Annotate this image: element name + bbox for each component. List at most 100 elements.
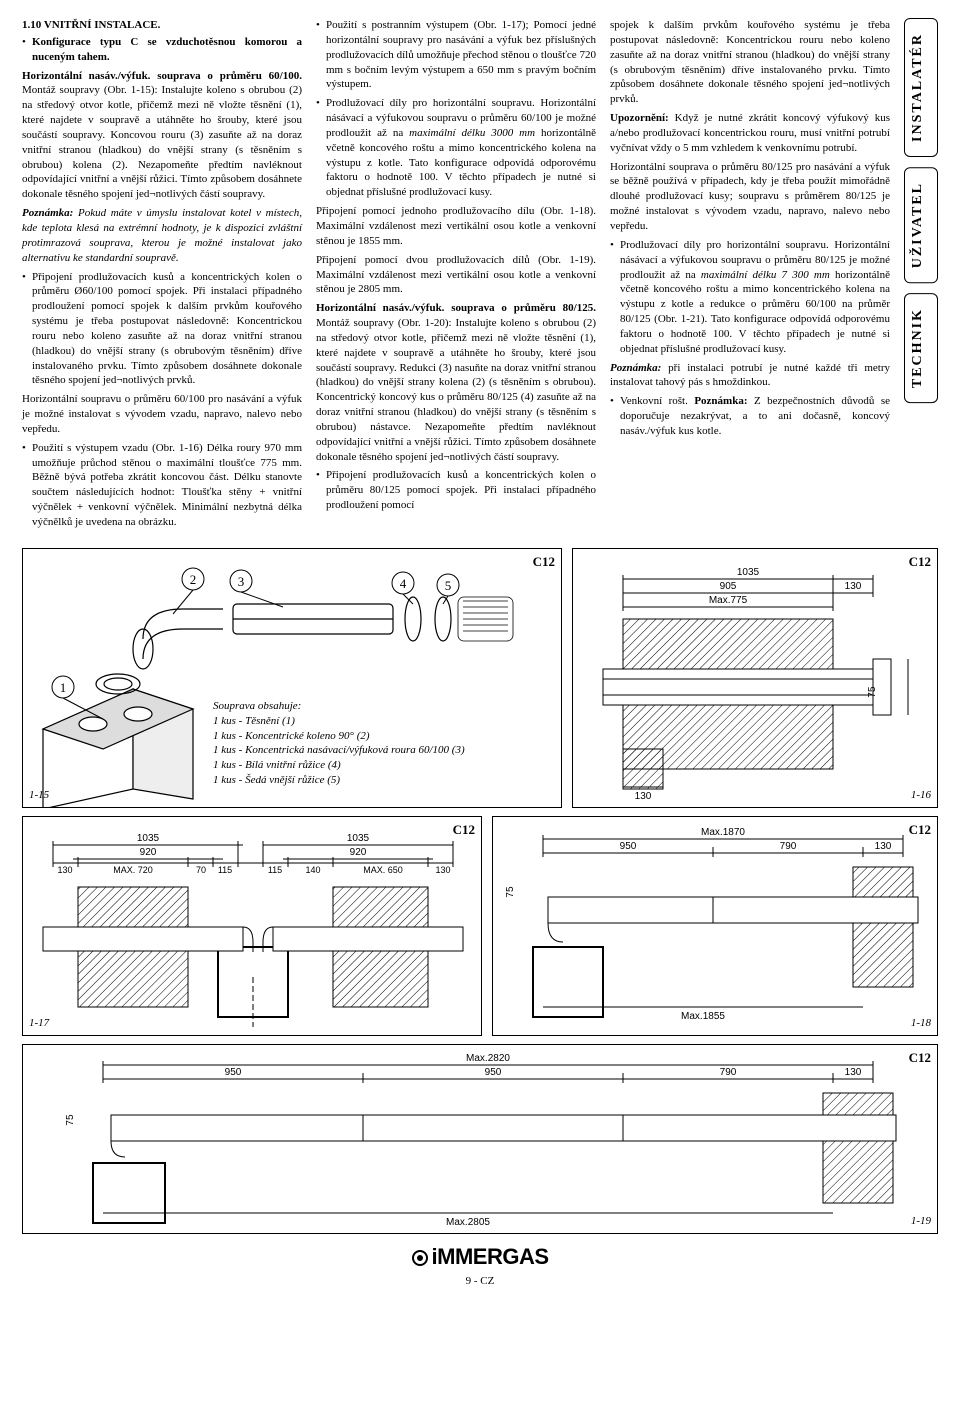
side-tabs: INSTALATÉR UŽIVATEL TECHNIK [904, 18, 938, 534]
label-c12: C12 [909, 1049, 931, 1067]
svg-text:75: 75 [867, 686, 878, 698]
run: horizontálně včetně koncového roštu a mi… [620, 269, 890, 355]
tab-installer: INSTALATÉR [904, 18, 938, 157]
kit-desc: Těsnění (1) [245, 715, 295, 727]
kit-qty: 1 kus - [213, 715, 242, 727]
plan-diagram-icon: 1035 1035 920 920 130 MAX. 720 70 115 11… [23, 817, 482, 1036]
paragraph: Horizontální souprava o průměru 80/125 p… [610, 160, 890, 234]
kit-desc: Koncentrická nasávací/výfuková roura 60/… [245, 744, 465, 756]
svg-text:1035: 1035 [737, 567, 760, 578]
svg-text:920: 920 [140, 847, 157, 858]
figure-1-19: C12 1-19 Max.2820 950 950 790 130 75 [22, 1044, 938, 1234]
svg-text:1: 1 [60, 680, 67, 695]
kit-row: 1 kus - Koncentrická nasávací/výfuková r… [213, 743, 553, 758]
kit-qty: 1 kus - [213, 774, 242, 786]
label-c12: C12 [453, 821, 475, 839]
brand-logo: iMMERGAS [22, 1242, 938, 1272]
kit-desc: Šedá vnější růžice (5) [245, 774, 340, 786]
bullet: Prodlužovací díly pro horizontální soupr… [610, 238, 890, 357]
bullet-text: Připojení prodlužovacích kusů a koncentr… [326, 469, 596, 511]
kit-qty: 1 kus - [213, 744, 242, 756]
double-extension-diagram-icon: Max.2820 950 950 790 130 75 [23, 1045, 938, 1234]
paragraph: Horizontální soupravu o průměru 60/100 p… [22, 392, 302, 437]
svg-text:115: 115 [268, 865, 282, 875]
paragraph: Horizontální nasáv./výfuk. souprava o pr… [316, 301, 596, 464]
label-c12: C12 [909, 821, 931, 839]
svg-text:130: 130 [57, 865, 72, 875]
extension-diagram-icon: Max.1870 950 790 130 75 Max.1855 [493, 817, 938, 1036]
svg-text:920: 920 [350, 847, 367, 858]
section-diagram-icon: 1035 905 130 Max.775 130 75 [573, 549, 938, 808]
page-footer: iMMERGAS 9 - CZ [22, 1242, 938, 1289]
bullet: Venkovní rošt. Poznámka: Z bezpečnostníc… [610, 394, 890, 439]
svg-text:Max.1870: Max.1870 [701, 827, 745, 838]
kit-row: 1 kus - Koncentrické koleno 90° (2) [213, 729, 553, 744]
tab-technician: TECHNIK [904, 293, 938, 403]
tab-user: UŽIVATEL [904, 167, 938, 283]
section-number: 1.10 [22, 19, 41, 31]
svg-text:140: 140 [305, 865, 320, 875]
svg-text:MAX. 720: MAX. 720 [113, 865, 153, 875]
kit-desc: Koncentrické koleno 90° (2) [245, 730, 369, 742]
kit-title: Souprava obsahuje: [213, 699, 553, 714]
figure-number: 1-19 [911, 1214, 931, 1229]
figure-1-18: C12 1-18 Max.1870 950 790 130 75 [492, 816, 938, 1036]
paragraph: Připojení pomocí jednoho prodlužovacího … [316, 204, 596, 249]
brand-mark-icon [412, 1250, 428, 1266]
run-bold: Upozornění: [610, 112, 669, 124]
svg-text:70: 70 [196, 865, 206, 875]
svg-text:Max.2805: Max.2805 [446, 1217, 490, 1228]
svg-text:4: 4 [400, 576, 407, 591]
bullet-text: Použití s výstupem vzadu (Obr. 1-16) Dél… [32, 442, 302, 528]
svg-text:950: 950 [485, 1067, 502, 1078]
svg-text:950: 950 [225, 1067, 242, 1078]
section-title-text: VNITŘNÍ INSTALACE. [44, 19, 161, 31]
diagram-area: C12 1-15 [22, 548, 938, 1234]
label-c12: C12 [533, 553, 555, 571]
bullet: Konfigurace typu C se vzduchotěsnou komo… [22, 35, 302, 65]
figure-number: 1-15 [29, 788, 49, 803]
bullet-text: Připojení prodlužovacích kusů a koncentr… [32, 271, 302, 387]
figure-1-15: C12 1-15 [22, 548, 562, 808]
svg-text:1035: 1035 [347, 833, 370, 844]
column-1: 1.10 VNITŘNÍ INSTALACE. Konfigurace typu… [22, 18, 302, 534]
svg-text:790: 790 [780, 841, 797, 852]
paragraph: Připojení pomocí dvou prodlužovacích díl… [316, 253, 596, 298]
svg-text:5: 5 [445, 578, 452, 593]
svg-text:130: 130 [635, 791, 652, 802]
run-bold: Horizontální nasáv./výfuk. souprava o pr… [316, 302, 596, 314]
figure-number: 1-17 [29, 1016, 49, 1031]
svg-text:130: 130 [875, 841, 892, 852]
kit-row: 1 kus - Šedá vnější růžice (5) [213, 773, 553, 788]
svg-text:MAX. 650: MAX. 650 [363, 865, 403, 875]
run-bold: Poznámka: [694, 395, 747, 407]
svg-text:905: 905 [720, 581, 737, 592]
paragraph: Horizontální nasáv./výfuk. souprava o pr… [22, 69, 302, 203]
bullet: Použití s postranním výstupem (Obr. 1-17… [316, 18, 596, 92]
kit-row: 1 kus - Bílá vnitřní růžice (4) [213, 758, 553, 773]
paragraph: Upozornění: Když je nutné zkrátit koncov… [610, 111, 890, 156]
bullet-lead: Konfigurace typu C se vzduchotěsnou komo… [32, 36, 302, 63]
note: Poznámka: při instalaci potrubí je nutné… [610, 361, 890, 391]
svg-text:75: 75 [65, 1114, 76, 1126]
kit-qty: 1 kus - [213, 730, 242, 742]
svg-text:3: 3 [238, 574, 245, 589]
svg-text:130: 130 [435, 865, 450, 875]
svg-text:130: 130 [845, 1067, 862, 1078]
kit-contents: Souprava obsahuje: 1 kus - Těsnění (1) 1… [213, 699, 553, 788]
figure-1-16: C12 1-16 1035 905 130 Max.775 [572, 548, 938, 808]
bullet: Připojení prodlužovacích kusů a koncentr… [22, 270, 302, 389]
run: Montáž soupravy (Obr. 1-20): Instalujte … [316, 317, 596, 463]
figure-1-17: C12 1-17 1035 1035 920 920 130 MAX. 720 [22, 816, 482, 1036]
run-bold: Horizontální nasáv./výfuk. souprava o pr… [22, 70, 302, 82]
figure-number: 1-18 [911, 1016, 931, 1031]
svg-text:75: 75 [505, 886, 516, 898]
svg-text:950: 950 [620, 841, 637, 852]
bullet-text: Použití s postranním výstupem (Obr. 1-17… [326, 19, 596, 90]
label-c12: C12 [909, 553, 931, 571]
svg-text:Max.1855: Max.1855 [681, 1011, 725, 1022]
note: Poznámka: Pokud máte v úmyslu instalovat… [22, 206, 302, 265]
text-columns: 1.10 VNITŘNÍ INSTALACE. Konfigurace typu… [22, 18, 890, 534]
bullet: Prodlužovací díly pro horizontální soupr… [316, 96, 596, 200]
brand-text: iMMERGAS [432, 1244, 549, 1269]
